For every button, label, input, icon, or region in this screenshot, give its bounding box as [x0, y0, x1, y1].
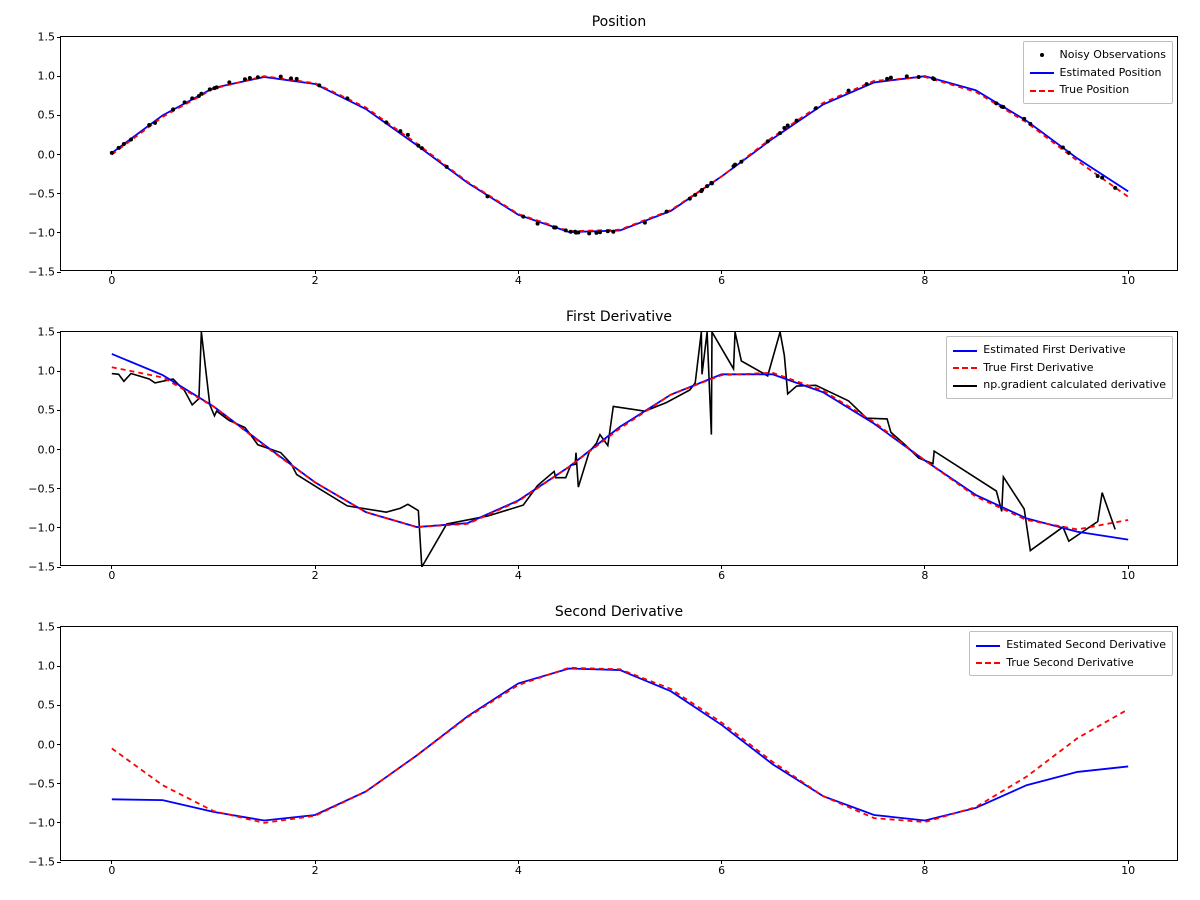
- legend-swatch: [1030, 84, 1054, 96]
- subplot-position: Position−1.5−1.0−0.50.00.51.01.50246810N…: [60, 36, 1178, 271]
- xtick-label: 4: [515, 274, 522, 287]
- ytick-label: −1.5: [28, 856, 55, 869]
- ytick-label: 1.0: [38, 70, 56, 83]
- ytick-label: −1.0: [28, 226, 55, 239]
- legend: Noisy ObservationsEstimated PositionTrue…: [1023, 41, 1173, 104]
- xtick-label: 8: [921, 864, 928, 877]
- legend-swatch: [976, 656, 1000, 668]
- xtick-label: 4: [515, 569, 522, 582]
- ytick-label: −0.5: [28, 777, 55, 790]
- legend-label: Estimated First Derivative: [983, 341, 1125, 359]
- legend-item: Estimated Position: [1030, 64, 1166, 82]
- ytick-label: 0.0: [38, 443, 56, 456]
- plot-area: −1.5−1.0−0.50.00.51.01.50246810Estimated…: [60, 331, 1178, 566]
- legend-swatch: [953, 379, 977, 391]
- legend-label: Noisy Observations: [1060, 46, 1166, 64]
- ytick-label: 0.5: [38, 404, 56, 417]
- ytick-label: 1.0: [38, 365, 56, 378]
- legend-item: True Second Derivative: [976, 654, 1166, 672]
- legend-label: True First Derivative: [983, 359, 1093, 377]
- xtick-label: 0: [108, 569, 115, 582]
- xtick-label: 10: [1121, 864, 1135, 877]
- xtick-label: 6: [718, 274, 725, 287]
- legend-label: Estimated Second Derivative: [1006, 636, 1166, 654]
- xtick-label: 2: [312, 274, 319, 287]
- legend-item: Estimated First Derivative: [953, 341, 1166, 359]
- ytick-label: −0.5: [28, 187, 55, 200]
- plot-area: −1.5−1.0−0.50.00.51.01.50246810Noisy Obs…: [60, 36, 1178, 271]
- ytick-label: −1.0: [28, 816, 55, 829]
- legend: Estimated First DerivativeTrue First Der…: [946, 336, 1173, 399]
- ytick-label: −1.0: [28, 521, 55, 534]
- xtick-label: 8: [921, 569, 928, 582]
- xtick-label: 10: [1121, 569, 1135, 582]
- legend-swatch: [976, 639, 1000, 651]
- legend-label: True Position: [1060, 81, 1130, 99]
- xtick-label: 0: [108, 864, 115, 877]
- ytick-label: 1.5: [38, 326, 56, 339]
- subplot-title: First Derivative: [60, 309, 1178, 325]
- legend-item: True First Derivative: [953, 359, 1166, 377]
- ytick-label: −1.5: [28, 266, 55, 279]
- legend-item: np.gradient calculated derivative: [953, 376, 1166, 394]
- ytick-label: 1.0: [38, 660, 56, 673]
- plot-area: −1.5−1.0−0.50.00.51.01.50246810Estimated…: [60, 626, 1178, 861]
- legend-swatch: [953, 361, 977, 373]
- subplot-first_der: First Derivative−1.5−1.0−0.50.00.51.01.5…: [60, 331, 1178, 566]
- legend-label: np.gradient calculated derivative: [983, 376, 1166, 394]
- xtick-label: 8: [921, 274, 928, 287]
- ytick-label: 0.0: [38, 148, 56, 161]
- ytick-label: 0.5: [38, 109, 56, 122]
- series-layer: [61, 37, 1179, 272]
- legend-swatch: [953, 344, 977, 356]
- legend-item: Noisy Observations: [1030, 46, 1166, 64]
- ytick-label: −0.5: [28, 482, 55, 495]
- xtick-label: 2: [312, 864, 319, 877]
- ytick-label: 1.5: [38, 621, 56, 634]
- legend-label: Estimated Position: [1060, 64, 1162, 82]
- legend-item: True Position: [1030, 81, 1166, 99]
- ytick-label: 0.5: [38, 699, 56, 712]
- legend-label: True Second Derivative: [1006, 654, 1134, 672]
- xtick-label: 2: [312, 569, 319, 582]
- ytick-label: 0.0: [38, 738, 56, 751]
- subplot-second_der: Second Derivative−1.5−1.0−0.50.00.51.01.…: [60, 626, 1178, 861]
- xtick-label: 4: [515, 864, 522, 877]
- subplot-title: Position: [60, 14, 1178, 30]
- legend: Estimated Second DerivativeTrue Second D…: [969, 631, 1173, 676]
- subplot-title: Second Derivative: [60, 604, 1178, 620]
- ytick-label: −1.5: [28, 561, 55, 574]
- figure: Position−1.5−1.0−0.50.00.51.01.50246810N…: [0, 0, 1200, 900]
- legend-swatch: [1030, 49, 1054, 61]
- ytick-label: 1.5: [38, 31, 56, 44]
- legend-swatch: [1030, 66, 1054, 78]
- xtick-label: 10: [1121, 274, 1135, 287]
- xtick-label: 6: [718, 864, 725, 877]
- xtick-label: 6: [718, 569, 725, 582]
- legend-item: Estimated Second Derivative: [976, 636, 1166, 654]
- xtick-label: 0: [108, 274, 115, 287]
